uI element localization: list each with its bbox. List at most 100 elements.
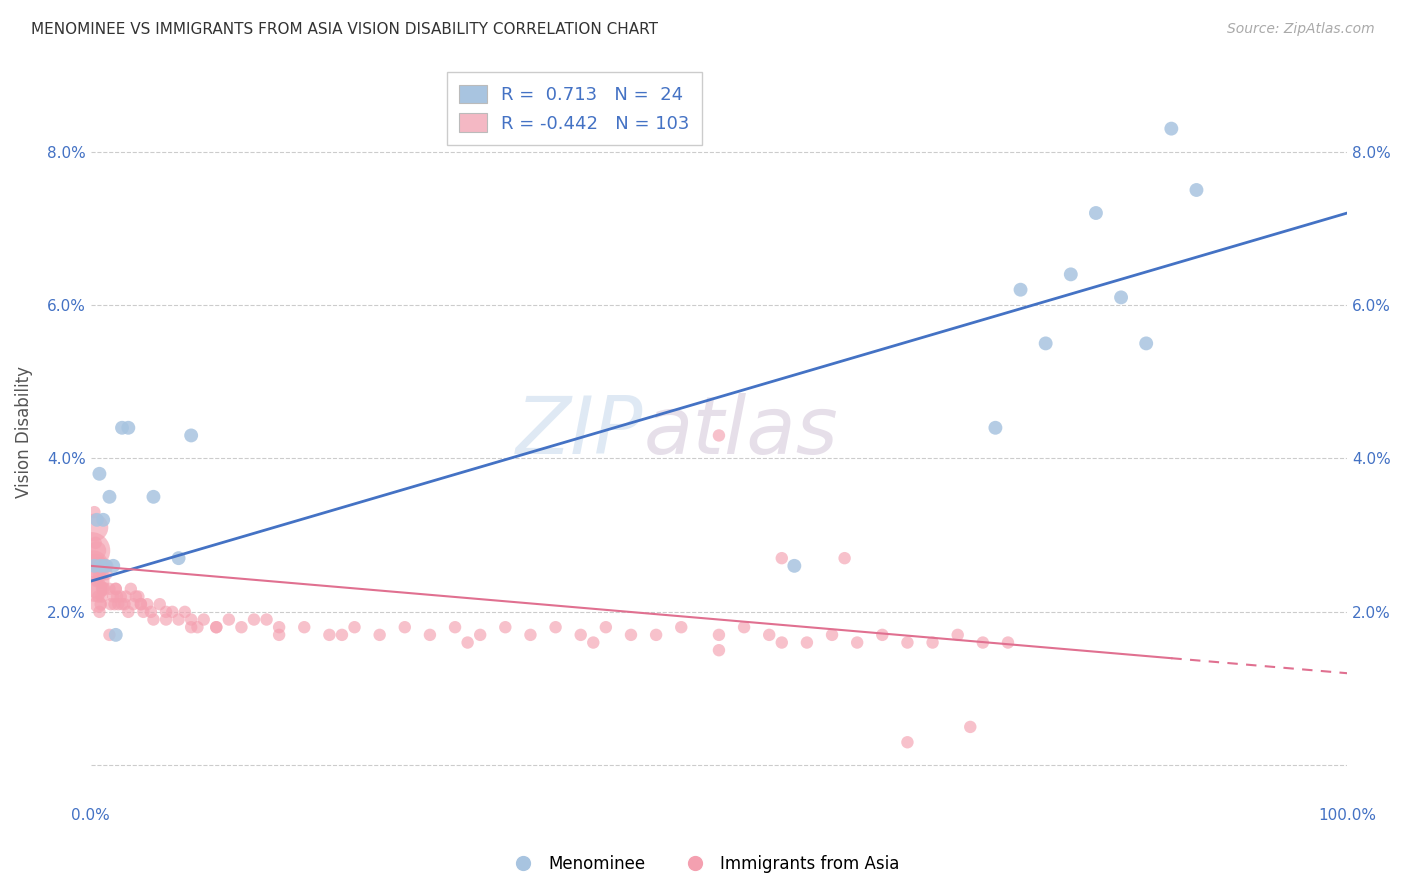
Point: [83, 558, 105, 573]
Point: [149, 597, 172, 611]
Point: [90, 574, 112, 589]
Point: [1160, 121, 1182, 136]
Point: [1135, 336, 1157, 351]
Point: [180, 613, 202, 627]
Point: [1185, 183, 1208, 197]
Point: [1035, 336, 1057, 351]
Point: [846, 635, 869, 649]
Point: [671, 620, 693, 634]
Point: [368, 628, 391, 642]
Point: [89, 558, 111, 573]
Point: [129, 597, 152, 611]
Point: [256, 613, 278, 627]
Point: [343, 620, 366, 634]
Point: [90, 566, 112, 581]
Point: [142, 613, 165, 627]
Point: [173, 605, 195, 619]
Point: [770, 635, 793, 649]
Point: [90, 597, 112, 611]
Point: [544, 620, 567, 634]
Point: [129, 597, 152, 611]
Point: [834, 551, 856, 566]
Point: [80, 543, 103, 558]
Point: [167, 613, 190, 627]
Point: [120, 582, 142, 596]
Y-axis label: Vision Disability: Vision Disability: [15, 366, 32, 498]
Point: [84, 536, 107, 550]
Point: [457, 635, 479, 649]
Text: Source: ZipAtlas.com: Source: ZipAtlas.com: [1227, 22, 1375, 37]
Point: [733, 620, 755, 634]
Point: [84, 558, 107, 573]
Point: [93, 558, 115, 573]
Point: [946, 628, 969, 642]
Point: [645, 628, 668, 642]
Point: [98, 490, 121, 504]
Point: [193, 613, 215, 627]
Point: [90, 558, 112, 573]
Point: [519, 628, 541, 642]
Point: [872, 628, 894, 642]
Point: [91, 582, 114, 596]
Point: [167, 551, 190, 566]
Point: [86, 582, 108, 596]
Point: [921, 635, 943, 649]
Text: ZIP: ZIP: [516, 392, 644, 471]
Point: [89, 467, 111, 481]
Point: [87, 590, 110, 604]
Point: [972, 635, 994, 649]
Point: [86, 543, 108, 558]
Point: [595, 620, 617, 634]
Point: [91, 582, 114, 596]
Point: [103, 590, 125, 604]
Point: [91, 513, 114, 527]
Point: [86, 513, 108, 527]
Point: [783, 558, 806, 573]
Point: [98, 628, 121, 642]
Point: [330, 628, 353, 642]
Point: [136, 597, 159, 611]
Point: [231, 620, 253, 634]
Point: [155, 613, 177, 627]
Point: [127, 590, 149, 604]
Point: [83, 505, 105, 519]
Point: [1060, 268, 1083, 282]
Point: [444, 620, 467, 634]
Point: [117, 605, 139, 619]
Point: [94, 566, 117, 581]
Point: [132, 605, 155, 619]
Point: [94, 558, 117, 573]
Point: [122, 597, 145, 611]
Point: [984, 421, 1007, 435]
Point: [114, 597, 136, 611]
Point: [180, 620, 202, 634]
Point: [419, 628, 441, 642]
Text: atlas: atlas: [644, 392, 838, 471]
Point: [218, 613, 240, 627]
Point: [87, 597, 110, 611]
Point: [100, 597, 122, 611]
Point: [103, 558, 125, 573]
Point: [770, 551, 793, 566]
Point: [821, 628, 844, 642]
Point: [162, 605, 184, 619]
Point: [110, 590, 132, 604]
Point: [107, 597, 129, 611]
Point: [318, 628, 340, 642]
Point: [959, 720, 981, 734]
Point: [1109, 290, 1132, 304]
Point: [155, 605, 177, 619]
Point: [180, 428, 202, 442]
Point: [98, 582, 121, 596]
Point: [83, 582, 105, 596]
Point: [394, 620, 416, 634]
Point: [142, 490, 165, 504]
Legend: R =  0.713   N =  24, R = -0.442   N = 103: R = 0.713 N = 24, R = -0.442 N = 103: [447, 72, 702, 145]
Point: [1010, 283, 1032, 297]
Legend: Menominee, Immigrants from Asia: Menominee, Immigrants from Asia: [499, 848, 907, 880]
Point: [997, 635, 1019, 649]
Point: [105, 590, 128, 604]
Point: [707, 643, 730, 657]
Point: [104, 628, 127, 642]
Point: [89, 605, 111, 619]
